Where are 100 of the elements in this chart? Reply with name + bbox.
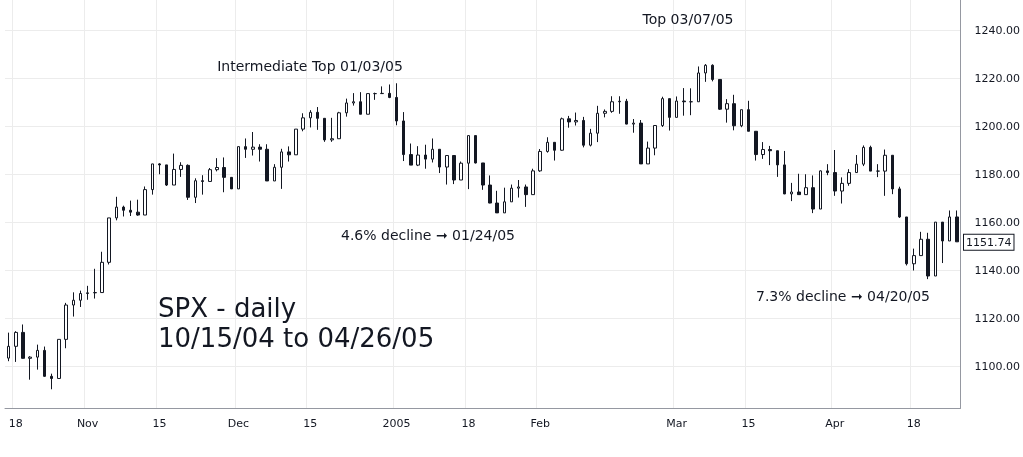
candlestick [495, 190, 499, 214]
candlestick [273, 163, 276, 182]
candlestick [345, 98, 348, 118]
candlestick [115, 196, 118, 221]
annotation: SPX - daily 10/15/04 to 04/26/05 [158, 292, 435, 353]
candlestick [718, 78, 722, 111]
candlestick [503, 187, 506, 214]
candlestick [136, 199, 140, 217]
candlestick [222, 156, 226, 193]
candlestick [596, 105, 599, 143]
candlestick [862, 144, 865, 167]
x-tick-label: 15 [741, 417, 756, 430]
candlestick [546, 136, 549, 154]
x-tick-label: 18 [461, 417, 476, 430]
candlestick [467, 135, 470, 190]
candlestick [704, 63, 707, 83]
x-tick-label: Apr [825, 417, 845, 430]
candlestick [359, 91, 362, 115]
y-tick-label: 1100.00 [974, 359, 1021, 373]
candlestick [632, 118, 635, 134]
candlestick [64, 302, 68, 349]
candlestick [912, 248, 916, 271]
candlestick [309, 109, 312, 128]
candlestick [646, 141, 650, 165]
candlestick [179, 161, 183, 178]
annotation: Intermediate Top 01/03/05 [217, 58, 403, 74]
text: 1151.74 [966, 235, 1012, 249]
y-tick-label: 1160.00 [974, 215, 1021, 229]
candlestick [251, 131, 255, 157]
candlestick [618, 95, 621, 115]
candlestick [438, 148, 441, 174]
candlestick [732, 94, 736, 131]
candlestick [445, 154, 449, 186]
x-tick-label: 15 [152, 417, 167, 430]
candlestick [711, 63, 714, 82]
candlestick [122, 205, 125, 217]
candlestick [366, 93, 370, 115]
candlestick [388, 83, 391, 99]
candlestick [740, 109, 743, 128]
candlestick [237, 146, 240, 190]
candlestick [948, 209, 951, 242]
candlestick [653, 124, 657, 156]
candlestick [409, 143, 413, 166]
candlestick [524, 184, 528, 208]
candlestick [819, 169, 822, 210]
candlestick [129, 200, 132, 217]
candlestick [747, 100, 750, 132]
candlestick [158, 162, 161, 175]
candlestick [761, 141, 765, 160]
candlestick [725, 98, 729, 124]
candlestick [100, 251, 104, 294]
candlestick [876, 163, 880, 178]
candlestick [194, 177, 197, 204]
candlestick [891, 154, 894, 195]
candlestick [186, 163, 190, 201]
candlestick [840, 176, 844, 205]
annotation: 4.6% decline ➞ 01/24/05 [341, 227, 515, 243]
y-tick-label: 1120.00 [974, 311, 1021, 325]
y-tick-label: 1140.00 [974, 263, 1021, 277]
candlestick [768, 145, 772, 166]
candlestick [301, 112, 305, 132]
candlestick [941, 221, 944, 264]
candlestick [661, 96, 664, 128]
candlestick [330, 117, 334, 143]
candlestick [402, 111, 405, 162]
candlestick [833, 149, 837, 197]
candlestick [675, 95, 678, 118]
candlestick [531, 168, 535, 196]
candlestick [287, 145, 291, 163]
x-tick-label: Mar [666, 417, 688, 430]
candlestick [589, 128, 592, 147]
candlestick [538, 148, 542, 173]
candlestick [919, 231, 923, 257]
candlestick [610, 95, 614, 114]
candlestick [43, 346, 46, 378]
y-tick-label: 1200.00 [974, 119, 1021, 133]
x-tick-label: 15 [303, 417, 318, 430]
candlestick [869, 145, 872, 172]
y-tick-label: 1240.00 [974, 23, 1021, 37]
candlestick [107, 217, 111, 265]
annotation: Top 03/07/05 [641, 11, 734, 27]
candlestick [934, 221, 937, 277]
candlestick [783, 150, 786, 195]
candlestick [582, 116, 585, 148]
candlestick [811, 174, 815, 214]
candlestick [488, 174, 492, 204]
candlestick [553, 141, 556, 162]
candlestick [517, 179, 520, 199]
candlestick [395, 82, 398, 126]
candlestick [151, 163, 154, 196]
candlestick [804, 173, 808, 196]
candlestick [790, 182, 793, 202]
candlestick [208, 167, 212, 182]
candlestick [474, 135, 477, 164]
candlestick [905, 216, 908, 266]
candlestick [93, 268, 97, 300]
x-tick-label: Feb [530, 417, 550, 430]
candlestick [280, 148, 283, 190]
candlestick [574, 112, 578, 127]
candlestick [294, 128, 298, 156]
